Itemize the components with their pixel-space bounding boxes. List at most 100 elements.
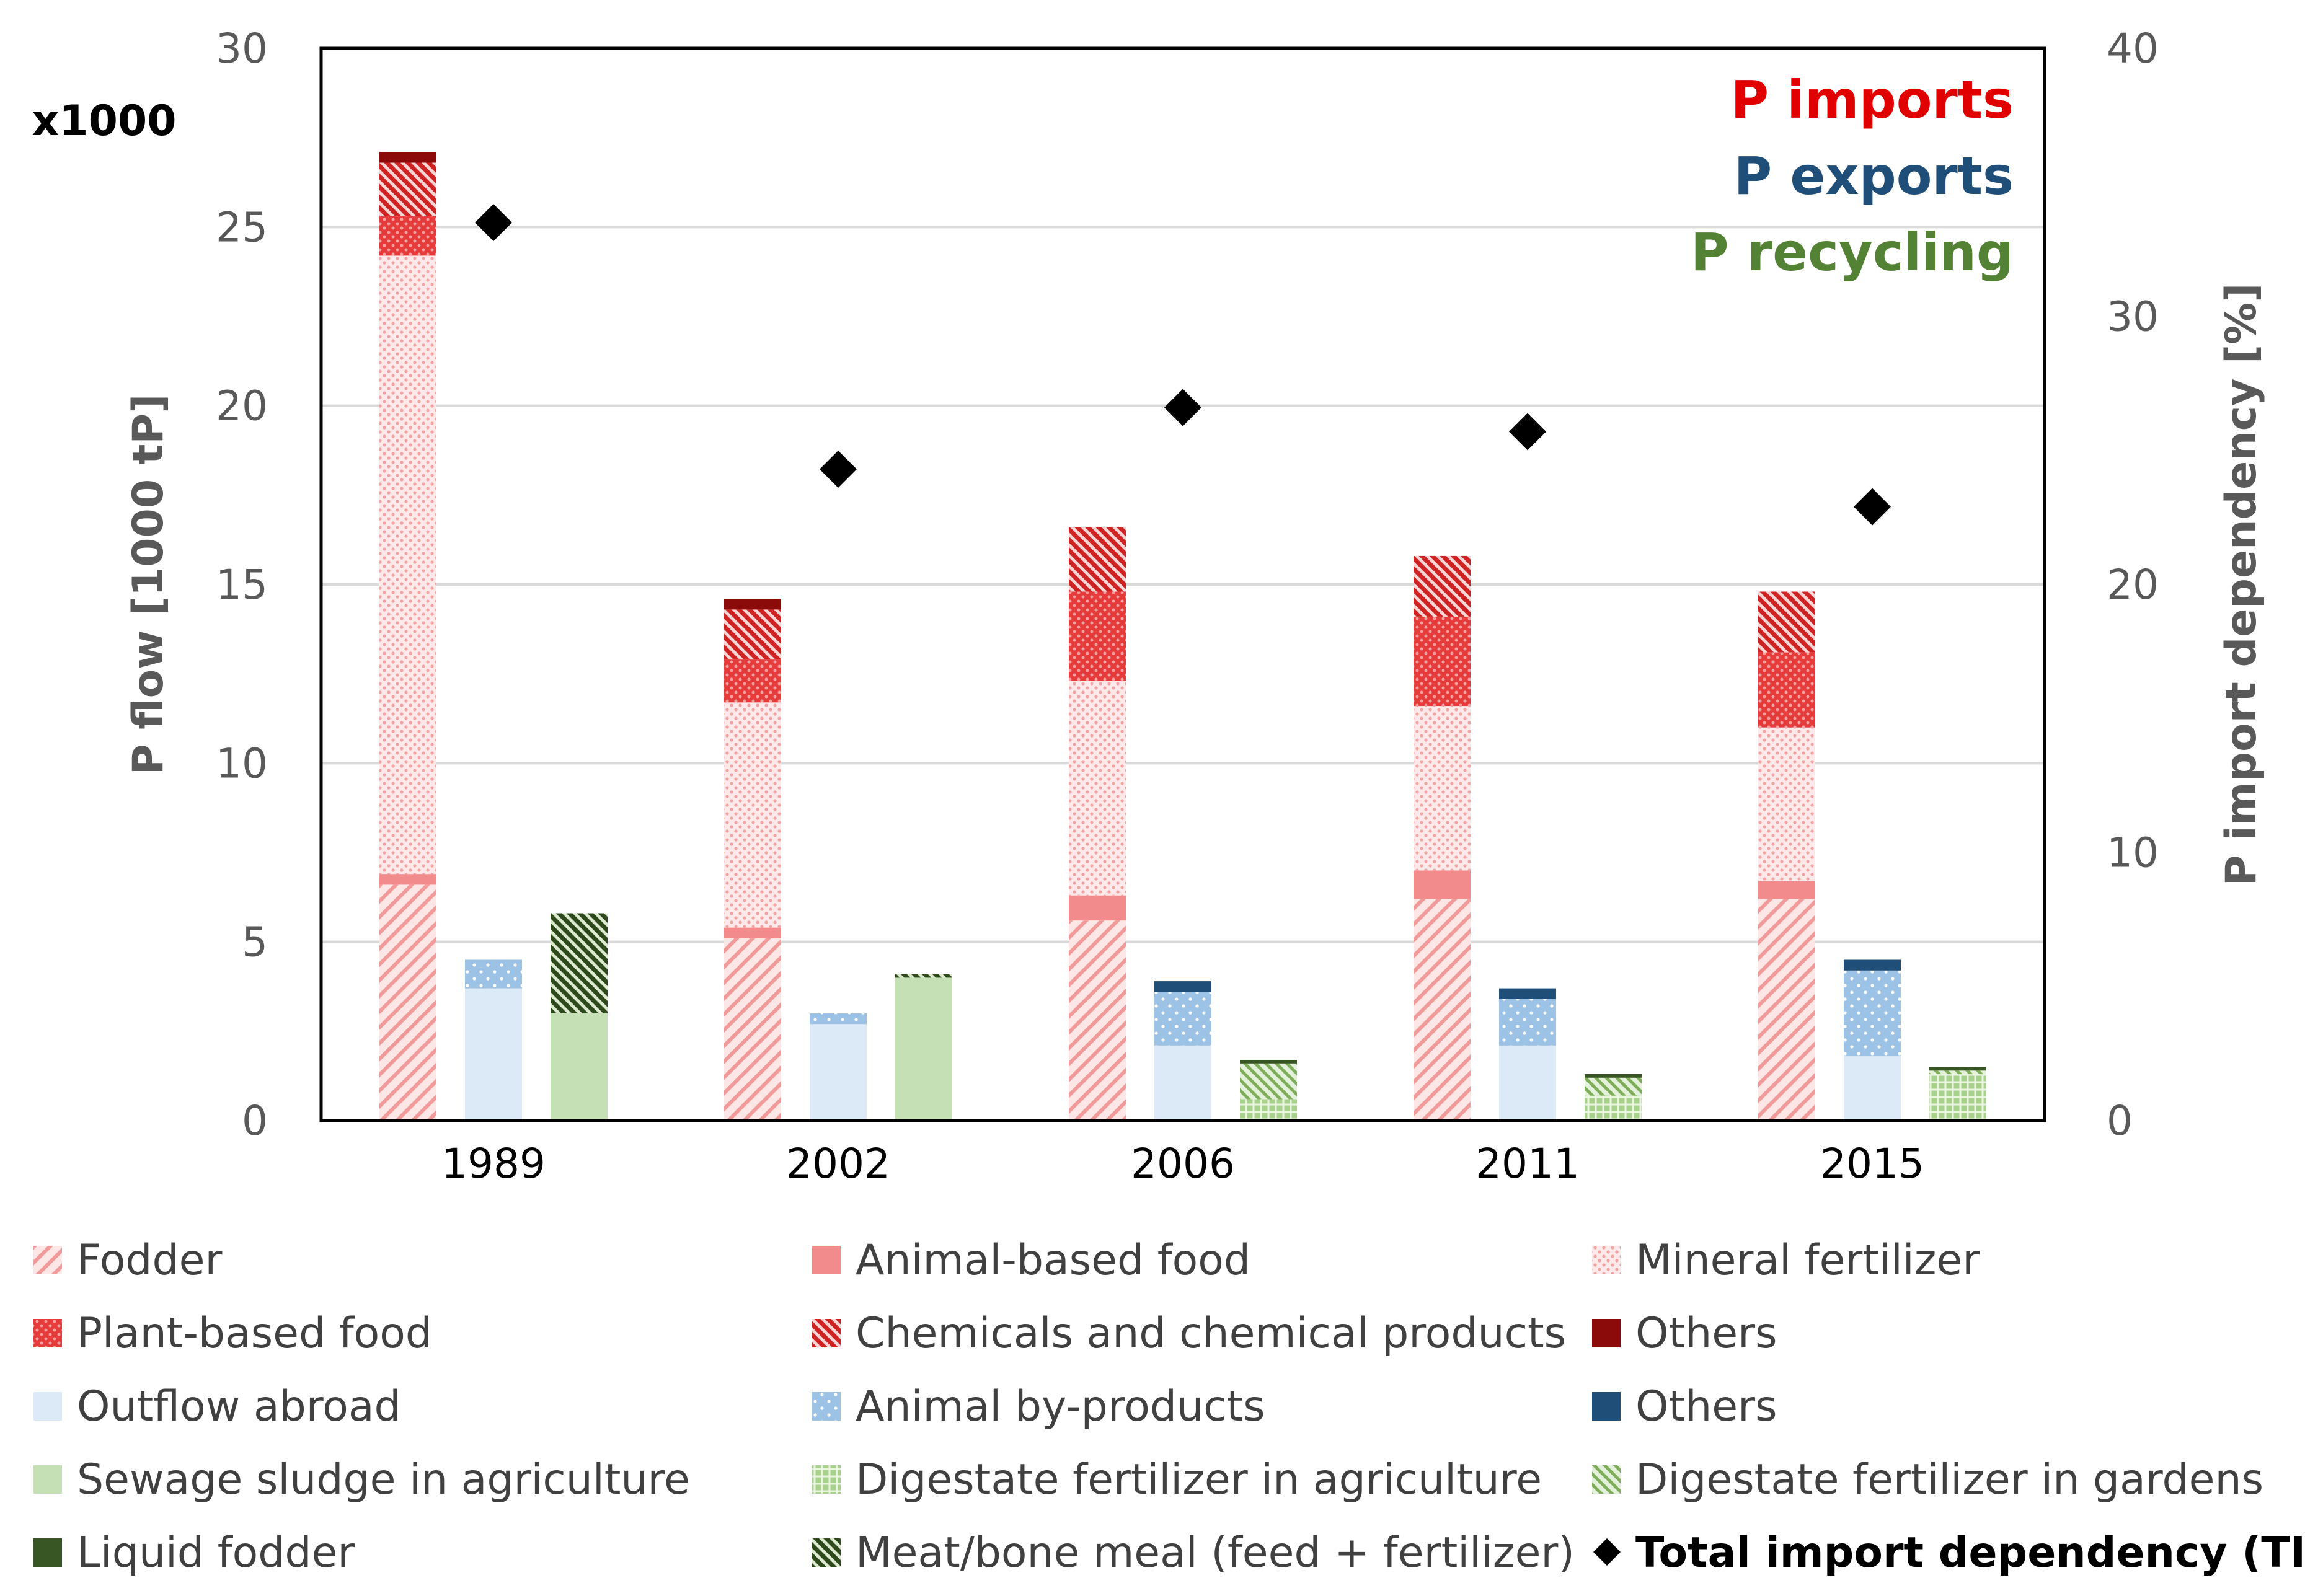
legend-swatch	[1592, 1246, 1621, 1274]
legend-item-plant-based-food-3: Plant-based food	[33, 1309, 432, 1358]
legend-item-mineral-fertilizer-2: Mineral fertilizer	[1592, 1236, 1980, 1285]
legend-swatch	[812, 1392, 841, 1421]
y-tick-label: 30	[216, 25, 268, 73]
bar-imports-animal-based-food-2011	[1414, 870, 1471, 899]
bar-imports-plant-based-food-1989	[379, 216, 436, 256]
legend-label: Mineral fertilizer	[1635, 1236, 1980, 1285]
legend-label: Animal-based food	[856, 1236, 1250, 1285]
legend-swatch	[33, 1246, 62, 1274]
bar-imports-mineral-fertilizer-2006	[1069, 681, 1126, 896]
bar-exports-animal-by-products-2011	[1499, 999, 1556, 1046]
bar-imports-chemicals-and-chemical-products-2011	[1414, 555, 1471, 617]
y2-tick-label: 40	[2107, 25, 2159, 73]
bar-exports-animal-by-products-1989	[465, 959, 522, 989]
bar-recycling-liquid-fodder-2015	[1929, 1067, 1986, 1071]
bar-imports-fodder-2002	[724, 938, 781, 1121]
legend-label: Others	[1635, 1309, 1777, 1358]
y-tick-label: 15	[216, 561, 268, 609]
legend-item-chemicals-and-chemical-products-4: Chemicals and chemical products	[812, 1309, 1566, 1358]
y2-axis-title: P import dependency [%]	[2217, 283, 2266, 886]
legend-swatch	[33, 1392, 62, 1421]
legend-item-digestate-fertilizer-in-agriculture-10: Digestate fertilizer in agriculture	[812, 1455, 1542, 1504]
legend-label: Chemicals and chemical products	[856, 1309, 1566, 1358]
tid-markers	[475, 204, 1891, 526]
legend-label: Meat/bone meal (feed + fertilizer)	[856, 1528, 1575, 1577]
y2-tick-label: 30	[2107, 293, 2159, 341]
bar-imports-mineral-fertilizer-2015	[1758, 727, 1815, 881]
bar-exports-outflow-abroad-1989	[465, 988, 522, 1121]
legend-swatch	[1592, 1319, 1621, 1347]
bar-recycling-digestate-fertilizer-in-gardens-2015	[1929, 1070, 1986, 1075]
bar-imports-fodder-2006	[1069, 920, 1126, 1121]
bar-imports-mineral-fertilizer-2011	[1414, 706, 1471, 871]
bar-imports-chemicals-and-chemical-products-2002	[724, 609, 781, 660]
bar-exports-outflow-abroad-2015	[1844, 1056, 1901, 1121]
x-tick-label: 2011	[1475, 1140, 1580, 1188]
bar-imports-animal-based-food-2015	[1758, 881, 1815, 899]
tid-marker-2015	[1854, 488, 1891, 526]
legend-item-digestate-fertilizer-in-gardens-11: Digestate fertilizer in gardens	[1592, 1455, 2263, 1504]
legend-swatch	[1592, 1465, 1621, 1494]
bar-recycling-digestate-fertilizer-in-gardens-2006	[1240, 1063, 1297, 1100]
legend-item-animal-by-products-7: Animal by-products	[812, 1382, 1265, 1431]
title-p-recycling: P recycling	[1691, 222, 2014, 283]
legend-swatch	[1593, 1538, 1621, 1566]
legend-label: Fodder	[77, 1236, 222, 1285]
bar-exports-others-2006	[1154, 981, 1211, 992]
legend-label: Digestate fertilizer in gardens	[1635, 1455, 2263, 1504]
bar-imports-others-2002	[724, 599, 781, 610]
bar-recycling-digestate-fertilizer-in-agriculture-2015	[1929, 1074, 1986, 1121]
y-tick-label: 10	[216, 739, 268, 787]
bar-recycling-sewage-sludge-in-agriculture-2002	[895, 977, 952, 1121]
bar-imports-chemicals-and-chemical-products-2015	[1758, 591, 1815, 653]
bar-exports-outflow-abroad-2002	[810, 1024, 867, 1121]
bars	[379, 152, 1986, 1121]
bar-imports-mineral-fertilizer-2002	[724, 702, 781, 928]
legend-label: Sewage sludge in agriculture	[77, 1455, 690, 1504]
bar-imports-animal-based-food-2006	[1069, 895, 1126, 921]
bar-recycling-sewage-sludge-in-agriculture-1989	[551, 1013, 608, 1121]
bar-recycling-digestate-fertilizer-in-gardens-2011	[1585, 1077, 1642, 1096]
legend-swatch	[1592, 1392, 1621, 1421]
x-tick-label: 2006	[1131, 1140, 1235, 1188]
legend-swatch	[33, 1319, 62, 1347]
legend-item-others-8: Others	[1592, 1382, 1777, 1431]
legend-swatch	[812, 1465, 841, 1494]
bar-exports-animal-by-products-2015	[1844, 970, 1901, 1057]
bar-recycling-digestate-fertilizer-in-agriculture-2006	[1240, 1099, 1297, 1121]
title-p-exports: P exports	[1734, 146, 2014, 206]
legend-label: Others	[1635, 1382, 1777, 1431]
bar-imports-animal-based-food-2002	[724, 927, 781, 938]
y-tick-label: 5	[242, 919, 268, 966]
y2-tick-label: 0	[2107, 1097, 2133, 1145]
y2-tick-label: 10	[2107, 829, 2159, 877]
tid-marker-2006	[1164, 389, 1201, 426]
legend-swatch	[812, 1538, 841, 1567]
legend-label: Animal by-products	[856, 1382, 1265, 1431]
bar-imports-chemicals-and-chemical-products-1989	[379, 162, 436, 216]
y-tick-label: 20	[216, 382, 268, 430]
legend-item-fodder-0: Fodder	[33, 1236, 222, 1285]
legend-item-others-5: Others	[1592, 1309, 1777, 1358]
legend-label: Outflow abroad	[77, 1382, 401, 1431]
y-tick-label: 0	[242, 1097, 268, 1145]
bar-imports-plant-based-food-2006	[1069, 591, 1126, 681]
y2-tick-label: 20	[2107, 561, 2159, 609]
bar-exports-outflow-abroad-2006	[1154, 1045, 1211, 1121]
legend-item-sewage-sludge-in-agriculture-9: Sewage sludge in agriculture	[33, 1455, 690, 1504]
tid-marker-1989	[475, 204, 512, 242]
y-axis-multiplier: x1000	[32, 97, 176, 146]
legend-swatch	[812, 1319, 841, 1347]
bar-exports-others-2011	[1499, 988, 1556, 999]
legend-item-total-import-dependency-tid-14: Total import dependency (TID)	[1593, 1528, 2305, 1577]
bar-imports-plant-based-food-2011	[1414, 616, 1471, 707]
bar-recycling-meat-bone-meal-feed-fertilizer-1989	[551, 913, 608, 1013]
bar-imports-plant-based-food-2002	[724, 659, 781, 703]
x-tick-label: 1989	[441, 1140, 546, 1188]
bar-imports-fodder-2015	[1758, 899, 1815, 1121]
bar-imports-fodder-2011	[1414, 899, 1471, 1121]
legend-label: Total import dependency (TID)	[1635, 1528, 2305, 1577]
bar-imports-mineral-fertilizer-1989	[379, 255, 436, 875]
